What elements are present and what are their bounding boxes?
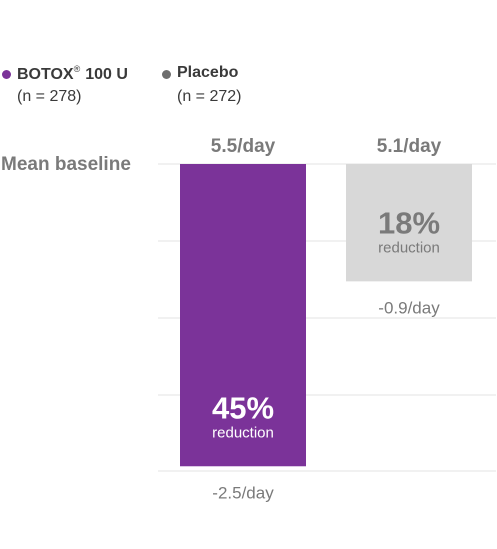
bar-placebo — [346, 164, 472, 282]
legend-botox-dose: 100 U — [85, 66, 128, 83]
legend-botox-mark: ® — [73, 64, 81, 74]
percent-label-1: 18% — [378, 205, 440, 240]
legend-swatch-botox — [2, 70, 11, 79]
legend-label-botox: BOTOX® 100 U — [17, 64, 128, 84]
percent-sublabel-1: reduction — [378, 239, 440, 256]
change-value-0: -2.5/day — [212, 483, 274, 502]
mean-baseline-label: Mean baseline — [1, 154, 131, 175]
change-value-1: -0.9/day — [378, 298, 440, 317]
baseline-value-1: 5.1/day — [377, 136, 442, 157]
legend-botox-name: BOTOX — [17, 66, 74, 83]
bar-botox — [180, 164, 306, 467]
legend-label-placebo: Placebo — [177, 64, 239, 81]
baseline-value-0: 5.5/day — [211, 136, 276, 157]
legend-n-placebo: (n = 272) — [177, 88, 242, 105]
legend-swatch-placebo — [162, 70, 171, 79]
percent-label-0: 45% — [212, 390, 274, 425]
percent-sublabel-0: reduction — [212, 424, 274, 441]
legend-n-botox: (n = 278) — [17, 88, 82, 105]
